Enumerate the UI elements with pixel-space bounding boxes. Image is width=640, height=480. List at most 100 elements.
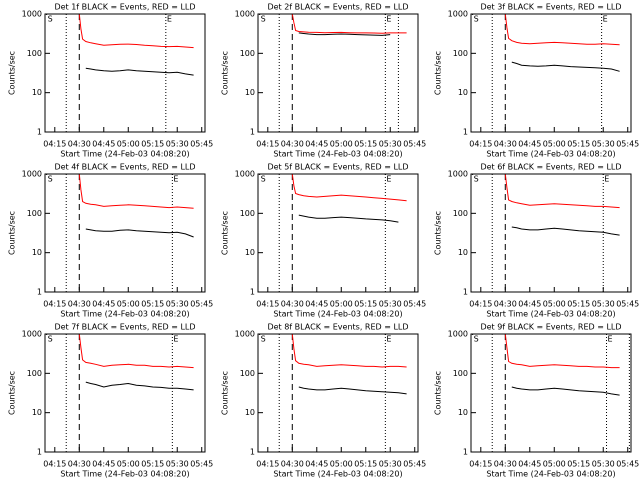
- x-tick-label: 05:15: [141, 460, 164, 469]
- plot-frame: [257, 13, 419, 133]
- x-tick-label: 04:45: [305, 140, 328, 149]
- x-tick-label: 05:00: [330, 460, 353, 469]
- plot-frame: [257, 173, 419, 293]
- chart-title: Det 9f BLACK = Events, RED = LLD: [480, 323, 621, 332]
- x-axis-label: Start Time (24-Feb-03 04:08:20): [60, 310, 189, 319]
- x-tick-label: 04:45: [92, 140, 115, 149]
- y-axis-label: Counts/sec: [8, 211, 17, 255]
- marker-label: E: [167, 15, 172, 24]
- marker-label: S: [261, 175, 266, 184]
- x-tick-label: 05:45: [403, 140, 426, 149]
- x-tick-label: 05:30: [379, 140, 402, 149]
- x-tick-label: 05:15: [354, 460, 377, 469]
- y-tick-label: 10: [32, 408, 42, 417]
- plot-frame: [470, 13, 632, 133]
- x-tick-label: 05:45: [403, 300, 426, 309]
- x-axis-label: Start Time (24-Feb-03 04:08:20): [486, 470, 615, 479]
- y-tick-label: 100: [453, 369, 468, 378]
- x-tick-label: 04:30: [281, 300, 304, 309]
- series-line: [85, 67, 194, 76]
- y-tick-label: 10: [245, 408, 255, 417]
- marker-label: S: [474, 15, 479, 24]
- x-tick-label: 04:30: [68, 140, 91, 149]
- y-axis-label: Counts/sec: [8, 371, 17, 415]
- series-line: [298, 214, 399, 223]
- series-line: [511, 386, 620, 396]
- marker-label: S: [48, 15, 53, 24]
- marker-label: S: [261, 15, 266, 24]
- y-tick-label: 100: [453, 49, 468, 58]
- plot-frame: [470, 333, 632, 453]
- x-tick-label: 04:15: [469, 140, 492, 149]
- y-tick-label: 100: [27, 49, 42, 58]
- series-line: [291, 333, 407, 368]
- x-tick-label: 04:30: [281, 460, 304, 469]
- x-tick-label: 04:15: [256, 140, 279, 149]
- y-tick-label: 1: [37, 128, 42, 137]
- x-tick-label: 04:45: [518, 300, 541, 309]
- y-tick-label: 1: [463, 288, 468, 297]
- y-tick-label: 10: [32, 248, 42, 257]
- y-tick-label: 1000: [235, 10, 255, 19]
- x-tick-label: 05:45: [616, 460, 639, 469]
- x-tick-label: 05:30: [166, 140, 189, 149]
- y-tick-label: 1: [463, 448, 468, 457]
- series-line: [298, 386, 407, 395]
- x-tick-label: 05:30: [166, 460, 189, 469]
- marker-label: E: [173, 175, 178, 184]
- series-line: [85, 228, 194, 238]
- series-line: [78, 13, 194, 49]
- x-tick-label: 05:45: [190, 140, 213, 149]
- x-tick-label: 04:45: [305, 460, 328, 469]
- x-tick-label: 04:15: [43, 460, 66, 469]
- marker-label: S: [48, 335, 53, 344]
- y-axis-label: Counts/sec: [221, 211, 230, 255]
- x-tick-label: 05:00: [117, 140, 140, 149]
- marker-label: E: [386, 175, 391, 184]
- x-tick-label: 04:45: [92, 300, 115, 309]
- y-tick-label: 1000: [22, 330, 42, 339]
- x-tick-label: 05:00: [117, 460, 140, 469]
- series-line: [85, 381, 194, 391]
- x-tick-label: 04:30: [494, 460, 517, 469]
- y-axis-label: Counts/sec: [221, 371, 230, 415]
- x-axis-label: Start Time (24-Feb-03 04:08:20): [273, 470, 402, 479]
- y-tick-label: 100: [240, 209, 255, 218]
- x-tick-label: 05:15: [141, 140, 164, 149]
- x-tick-label: 04:15: [43, 300, 66, 309]
- plot-frame: [257, 333, 419, 453]
- x-tick-label: 05:45: [190, 300, 213, 309]
- chart-title: Det 6f BLACK = Events, RED = LLD: [480, 163, 621, 172]
- chart-title: Det 7f BLACK = Events, RED = LLD: [54, 323, 195, 332]
- series-line: [511, 61, 620, 72]
- y-tick-label: 100: [27, 369, 42, 378]
- marker-label: E: [173, 335, 178, 344]
- y-tick-label: 1000: [448, 330, 468, 339]
- chart-title: Det 4f BLACK = Events, RED = LLD: [54, 163, 195, 172]
- y-tick-label: 1: [463, 128, 468, 137]
- chart-title: Det 1f BLACK = Events, RED = LLD: [54, 3, 195, 12]
- chart-title: Det 3f BLACK = Events, RED = LLD: [480, 3, 621, 12]
- series-line: [504, 173, 620, 209]
- x-axis-label: Start Time (24-Feb-03 04:08:20): [273, 150, 402, 159]
- x-tick-label: 04:30: [494, 140, 517, 149]
- series-line: [78, 333, 194, 369]
- marker-label: E: [608, 335, 613, 344]
- y-tick-label: 10: [245, 248, 255, 257]
- marker-label: E: [604, 175, 609, 184]
- y-tick-label: 1: [37, 288, 42, 297]
- x-tick-label: 05:30: [592, 140, 615, 149]
- x-tick-label: 04:15: [256, 460, 279, 469]
- y-tick-label: 1: [250, 128, 255, 137]
- y-tick-label: 1: [250, 288, 255, 297]
- x-tick-label: 05:00: [543, 460, 566, 469]
- x-tick-label: 05:00: [543, 140, 566, 149]
- chart-title: Det 8f BLACK = Events, RED = LLD: [267, 323, 408, 332]
- y-tick-label: 1: [250, 448, 255, 457]
- plot-frame: [44, 173, 206, 293]
- y-tick-label: 100: [453, 209, 468, 218]
- y-tick-label: 1000: [448, 170, 468, 179]
- y-axis-label: Counts/sec: [434, 371, 443, 415]
